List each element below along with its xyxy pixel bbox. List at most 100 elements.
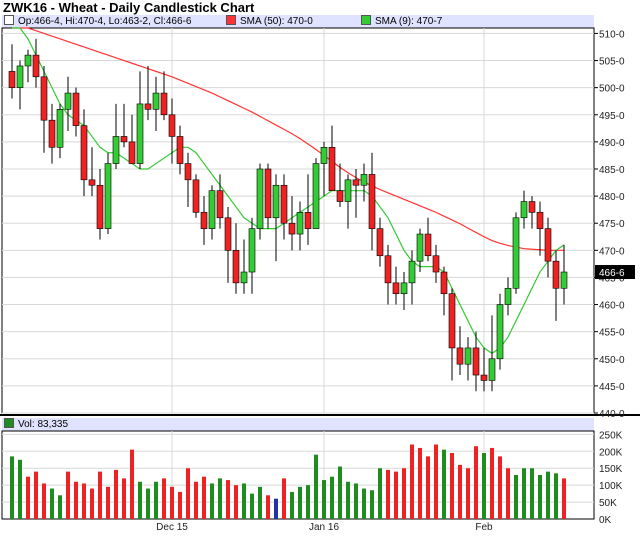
candle-body — [136, 103, 144, 164]
last-price-label: 466-6 — [599, 268, 625, 279]
volume-bar — [10, 456, 14, 519]
ohlc-legend: Op:466-4, Hi:470-4, Lo:463-2, Cl:466-6 — [4, 15, 191, 28]
volume-bar — [154, 481, 158, 519]
price-tick-label: 510-0 — [599, 29, 625, 40]
chart-title: ZWK16 - Wheat - Daily Candlestick Chart — [3, 0, 255, 15]
volume-bar — [210, 483, 214, 519]
candle-body — [288, 222, 296, 235]
candle-body — [336, 190, 344, 202]
volume-legend: Vol: 83,335 — [2, 418, 594, 431]
volume-bar — [122, 478, 126, 519]
volume-bar — [34, 471, 38, 519]
sma9-legend: SMA (9): 470-7 — [361, 15, 442, 28]
volume-bar — [90, 488, 94, 519]
candle-body — [216, 190, 224, 219]
volume-bar — [466, 468, 470, 519]
price-tick-label: 455-0 — [599, 328, 625, 339]
volume-bar — [362, 488, 366, 519]
price-tick-label: 470-0 — [599, 246, 625, 257]
candle-body — [88, 179, 96, 186]
candle-body — [424, 233, 432, 257]
candle-body — [208, 190, 216, 229]
candle-body — [480, 374, 488, 381]
candle-body — [32, 54, 40, 78]
x-tick-label: Dec 15 — [156, 522, 188, 533]
volume-bar — [178, 491, 182, 519]
candle-body — [352, 179, 360, 186]
candle-body — [144, 103, 152, 110]
volume-bar — [482, 453, 486, 519]
candle-body — [40, 76, 48, 121]
candle-body — [504, 287, 512, 305]
candle-body — [96, 184, 104, 229]
volume-bar — [106, 486, 110, 519]
volume-bar — [98, 471, 102, 519]
volume-bar — [522, 468, 526, 519]
x-tick-label: Feb — [475, 522, 493, 533]
candle-body — [72, 92, 80, 126]
candle-body — [168, 114, 176, 137]
price-legend: Op:466-4, Hi:470-4, Lo:463-2, Cl:466-6 S… — [2, 15, 594, 28]
volume-bar — [234, 485, 238, 519]
candle-body — [248, 228, 256, 273]
candle-body — [464, 347, 472, 365]
volume-legend-item: Vol: 83,335 — [4, 418, 68, 431]
volume-tick-label: 50K — [599, 498, 617, 509]
volume-bar — [258, 486, 262, 519]
volume-bar — [58, 495, 62, 519]
candle-body — [48, 119, 56, 148]
price-tick-label: 485-0 — [599, 165, 625, 176]
volume-bar — [226, 480, 230, 519]
candle-body — [552, 260, 560, 289]
volume-bar — [442, 449, 446, 519]
candle-body — [264, 168, 272, 219]
candle-body — [440, 271, 448, 295]
volume-bar — [250, 493, 254, 519]
candle-body — [272, 184, 280, 219]
volume-bar — [218, 478, 222, 519]
candle-body — [240, 271, 248, 284]
volume-bar — [498, 456, 502, 519]
volume-readout: Vol: 83,335 — [18, 419, 69, 430]
candle-body — [128, 141, 136, 164]
volume-bar — [50, 488, 54, 519]
volume-bar — [506, 468, 510, 519]
candle-body — [256, 168, 264, 229]
sma9-swatch — [361, 15, 371, 25]
volume-bar — [114, 469, 118, 519]
candle-body — [192, 179, 200, 213]
volume-bar — [434, 444, 438, 519]
candle-body — [120, 136, 128, 143]
price-tick-label: 505-0 — [599, 57, 625, 68]
candle-body — [176, 136, 184, 164]
volume-bar — [538, 475, 542, 519]
sma50-legend: SMA (50): 470-0 — [226, 15, 313, 28]
candle-body — [384, 255, 392, 284]
volume-bar — [194, 481, 198, 519]
candle-body — [16, 65, 24, 88]
volume-bar — [410, 444, 414, 519]
candle-body — [400, 282, 408, 295]
volume-bar — [330, 476, 334, 519]
volume-bar — [322, 480, 326, 519]
volume-bar — [170, 486, 174, 519]
volume-bar — [74, 481, 78, 519]
volume-bar — [66, 471, 70, 519]
price-tick-label: 450-0 — [599, 355, 625, 366]
price-tick-label: 490-0 — [599, 138, 625, 149]
volume-bar — [354, 483, 358, 519]
candle-body — [24, 54, 32, 67]
volume-bar — [186, 468, 190, 519]
volume-bar — [554, 473, 558, 519]
volume-bar — [26, 476, 30, 519]
volume-tick-label: 150K — [599, 464, 623, 475]
candle-body — [512, 217, 520, 289]
candle-body — [392, 282, 400, 295]
volume-bar — [314, 454, 318, 519]
candle-body — [64, 92, 72, 110]
price-tick-label: 495-0 — [599, 111, 625, 122]
price-tick-label: 445-0 — [599, 382, 625, 393]
candle-body — [224, 217, 232, 251]
candle-body — [104, 163, 112, 229]
